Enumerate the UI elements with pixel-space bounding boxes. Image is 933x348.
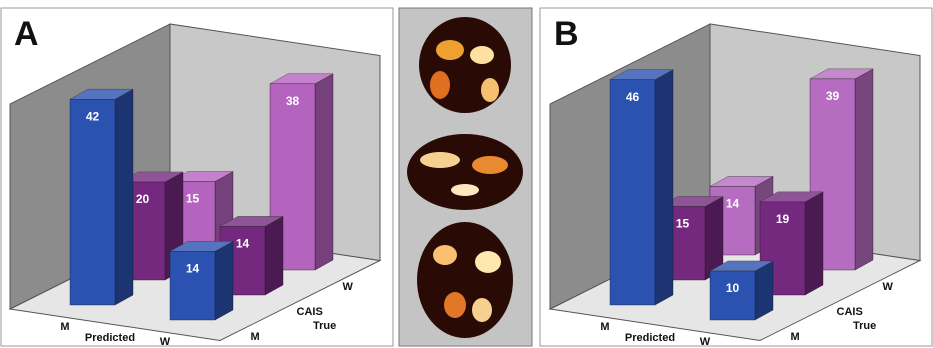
value-label: 19	[776, 212, 790, 226]
figure: A 15 38 20 14 42 14 M W Predicted M CAIS W True B 14 39 1…	[0, 0, 933, 348]
value-label: 14	[186, 262, 200, 276]
bar-side-shade	[265, 216, 283, 295]
value-label: 15	[186, 192, 200, 206]
y-axis-label: True	[313, 320, 336, 332]
y-tick-label: M	[251, 331, 260, 343]
bar-side-shade	[315, 74, 333, 270]
bar-side-shade	[215, 241, 233, 320]
x-axis-label: Predicted	[85, 332, 135, 344]
bar-side-shade	[755, 261, 773, 320]
x-tick-label: W	[700, 336, 711, 348]
x-axis-label: Predicted	[625, 332, 675, 344]
value-label: 38	[286, 94, 300, 108]
y-tick-label: M	[791, 331, 800, 343]
y-tick-label: W	[883, 281, 894, 293]
value-label: 39	[826, 89, 840, 103]
bar-side-shade	[855, 69, 873, 270]
value-label: 15	[676, 217, 690, 231]
bar-side-shade	[805, 192, 823, 295]
bar	[610, 80, 655, 305]
y-tick-label: W	[343, 281, 354, 293]
value-label: 20	[136, 192, 150, 206]
x-tick-label: M	[60, 321, 69, 333]
value-label: 14	[236, 237, 250, 251]
x-tick-label: M	[600, 321, 609, 333]
bar	[70, 99, 115, 305]
panel-label: B	[554, 15, 579, 53]
value-label: 14	[726, 197, 740, 211]
panel-label: A	[14, 15, 39, 53]
y-tick-label: CAIS	[837, 306, 863, 318]
bar	[710, 271, 755, 320]
value-label: 42	[86, 109, 100, 123]
bar-side-shade	[115, 89, 133, 305]
value-label: 46	[626, 90, 640, 104]
y-axis-label: True	[853, 320, 876, 332]
y-tick-label: CAIS	[297, 306, 323, 318]
brain-images	[399, 8, 532, 346]
value-label: 10	[726, 281, 740, 295]
x-tick-label: W	[160, 336, 171, 348]
bar-side-shade	[655, 70, 673, 305]
